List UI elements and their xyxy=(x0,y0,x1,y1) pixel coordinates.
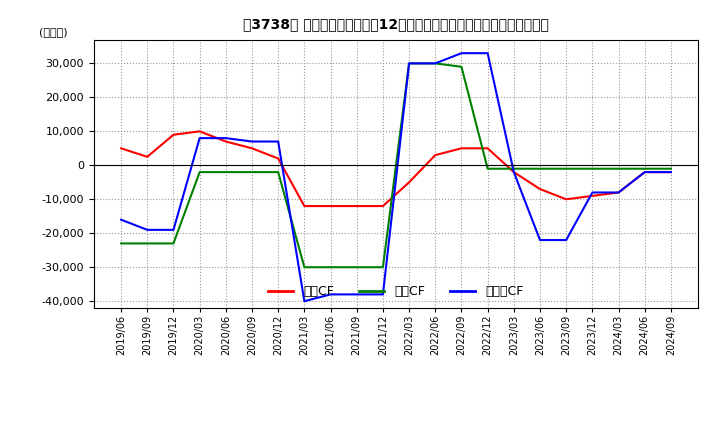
投資CF xyxy=(457,64,466,70)
投資CF xyxy=(379,264,387,270)
営業CF xyxy=(431,153,440,158)
フリーCF xyxy=(536,238,544,243)
営業CF xyxy=(405,180,413,185)
営業CF xyxy=(195,128,204,134)
営業CF xyxy=(352,203,361,209)
投資CF xyxy=(640,166,649,171)
投資CF xyxy=(405,61,413,66)
フリーCF xyxy=(143,227,152,232)
営業CF xyxy=(143,154,152,159)
営業CF xyxy=(457,146,466,151)
投資CF xyxy=(431,61,440,66)
営業CF xyxy=(222,139,230,144)
投資CF xyxy=(195,169,204,175)
営業CF xyxy=(274,156,282,161)
営業CF xyxy=(300,203,309,209)
フリーCF xyxy=(326,292,335,297)
投資CF xyxy=(562,166,570,171)
Line: フリーCF: フリーCF xyxy=(121,53,671,301)
フリーCF xyxy=(431,61,440,66)
投資CF xyxy=(352,264,361,270)
Line: 投資CF: 投資CF xyxy=(121,63,671,267)
投資CF xyxy=(169,241,178,246)
投資CF xyxy=(326,264,335,270)
営業CF xyxy=(326,203,335,209)
フリーCF xyxy=(483,51,492,56)
フリーCF xyxy=(117,217,125,222)
営業CF xyxy=(483,146,492,151)
投資CF xyxy=(117,241,125,246)
営業CF xyxy=(379,203,387,209)
フリーCF xyxy=(169,227,178,232)
営業CF xyxy=(640,169,649,175)
フリーCF xyxy=(195,136,204,141)
フリーCF xyxy=(614,190,623,195)
投資CF xyxy=(483,166,492,171)
投資CF xyxy=(274,169,282,175)
投資CF xyxy=(588,166,597,171)
投資CF xyxy=(614,166,623,171)
投資CF xyxy=(143,241,152,246)
営業CF xyxy=(169,132,178,137)
営業CF xyxy=(588,193,597,198)
フリーCF xyxy=(248,139,256,144)
Title: 【3738】 キャッシュフローの12か月移動合計の対前年同期増減額の推移: 【3738】 キャッシュフローの12か月移動合計の対前年同期増減額の推移 xyxy=(243,18,549,32)
フリーCF xyxy=(588,190,597,195)
フリーCF xyxy=(667,169,675,175)
投資CF xyxy=(667,166,675,171)
営業CF xyxy=(248,146,256,151)
フリーCF xyxy=(510,169,518,175)
フリーCF xyxy=(562,238,570,243)
投資CF xyxy=(536,166,544,171)
フリーCF xyxy=(457,51,466,56)
Legend: 営業CF, 投資CF, フリーCF: 営業CF, 投資CF, フリーCF xyxy=(264,280,528,303)
営業CF xyxy=(117,146,125,151)
投資CF xyxy=(222,169,230,175)
フリーCF xyxy=(274,139,282,144)
営業CF xyxy=(614,190,623,195)
フリーCF xyxy=(352,292,361,297)
フリーCF xyxy=(405,61,413,66)
営業CF xyxy=(536,187,544,192)
営業CF xyxy=(667,169,675,175)
投資CF xyxy=(248,169,256,175)
営業CF xyxy=(510,169,518,175)
投資CF xyxy=(300,264,309,270)
Line: 営業CF: 営業CF xyxy=(121,131,671,206)
フリーCF xyxy=(379,292,387,297)
営業CF xyxy=(562,197,570,202)
投資CF xyxy=(510,166,518,171)
フリーCF xyxy=(222,136,230,141)
Text: (百万円): (百万円) xyxy=(39,27,68,37)
フリーCF xyxy=(300,299,309,304)
フリーCF xyxy=(640,169,649,175)
